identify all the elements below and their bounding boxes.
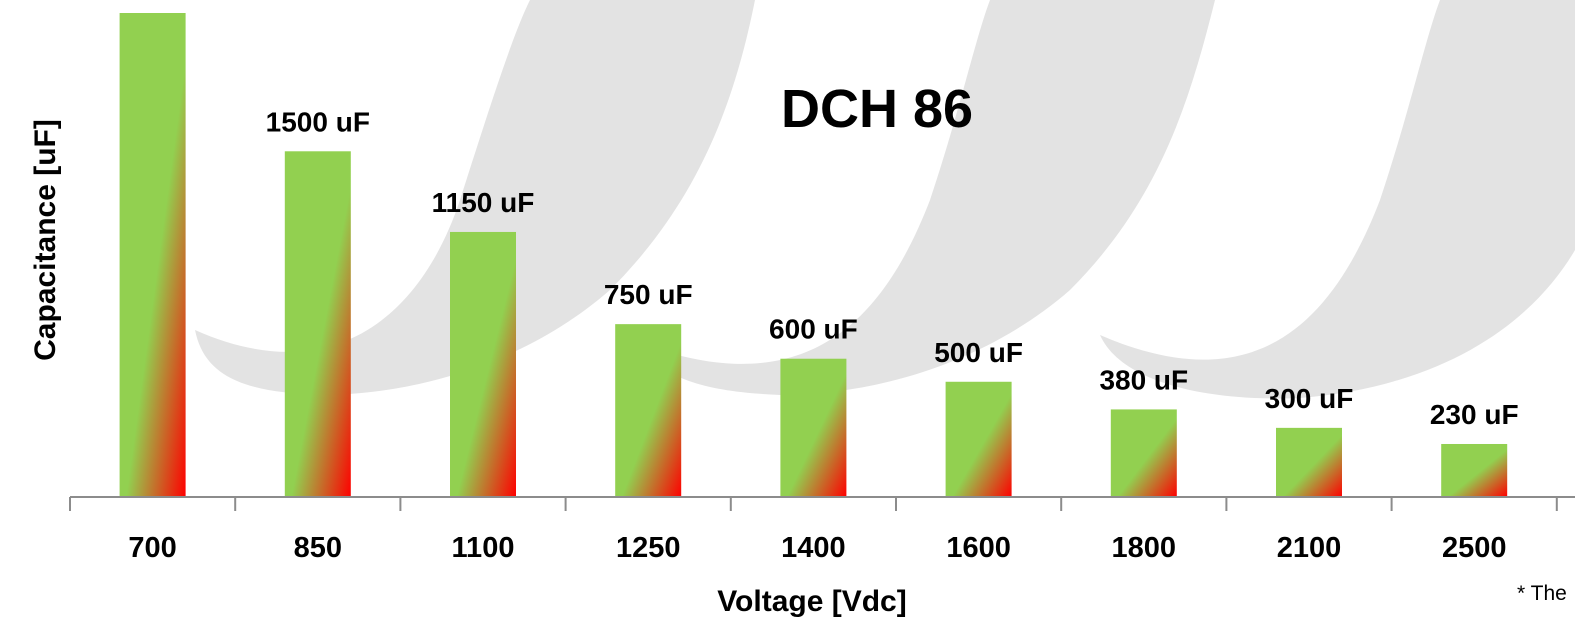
x-tick-label-850: 850 [294,532,342,564]
x-tick-label-1800: 1800 [1112,532,1177,564]
x-axis-ticks [69,497,1558,511]
data-label-1400: 600 uF [769,314,858,345]
bar-1250 [615,324,682,497]
bar-1800 [1110,409,1177,497]
x-tick-label-2500: 2500 [1442,532,1507,564]
chart-title: DCH 86 [781,79,973,139]
data-label-2500: 230 uF [1430,399,1519,430]
bar-700 [119,13,186,497]
x-tick-label-1600: 1600 [946,532,1011,564]
bar-2100 [1276,427,1342,497]
y-axis-title: Capacitance [uF] [29,119,62,361]
x-axis-title: Voltage [Vdc] [717,585,906,618]
data-labels: 1500 uF 1150 uF 750 uF 600 uF 500 uF 380 uF 30… [266,106,1519,430]
x-tick-label-700: 700 [128,532,176,564]
data-label-1250: 750 uF [604,279,693,310]
data-label-1600: 500 uF [934,337,1023,368]
bar-2500 [1441,443,1508,497]
bar-series [119,13,1508,498]
bar-850 [284,151,351,498]
data-label-850: 1500 uF [266,106,370,137]
data-label-2100: 300 uF [1265,383,1354,414]
watermark-graphic [195,0,1575,399]
x-tick-label-1400: 1400 [781,532,846,564]
footnote: * The [1517,582,1567,605]
x-axis-tick-labels: 700 850 1100 1250 1400 1600 1800 2100 2500 [128,532,1506,564]
data-label-1800: 380 uF [1099,364,1188,395]
bar-1400 [780,358,847,497]
x-tick-label-2100: 2100 [1277,532,1342,564]
bar-1600 [945,381,1012,497]
bar-1100 [450,231,516,497]
data-label-1100: 1150 uF [432,187,535,218]
x-tick-label-1100: 1100 [452,532,515,564]
x-tick-label-1250: 1250 [616,532,681,564]
